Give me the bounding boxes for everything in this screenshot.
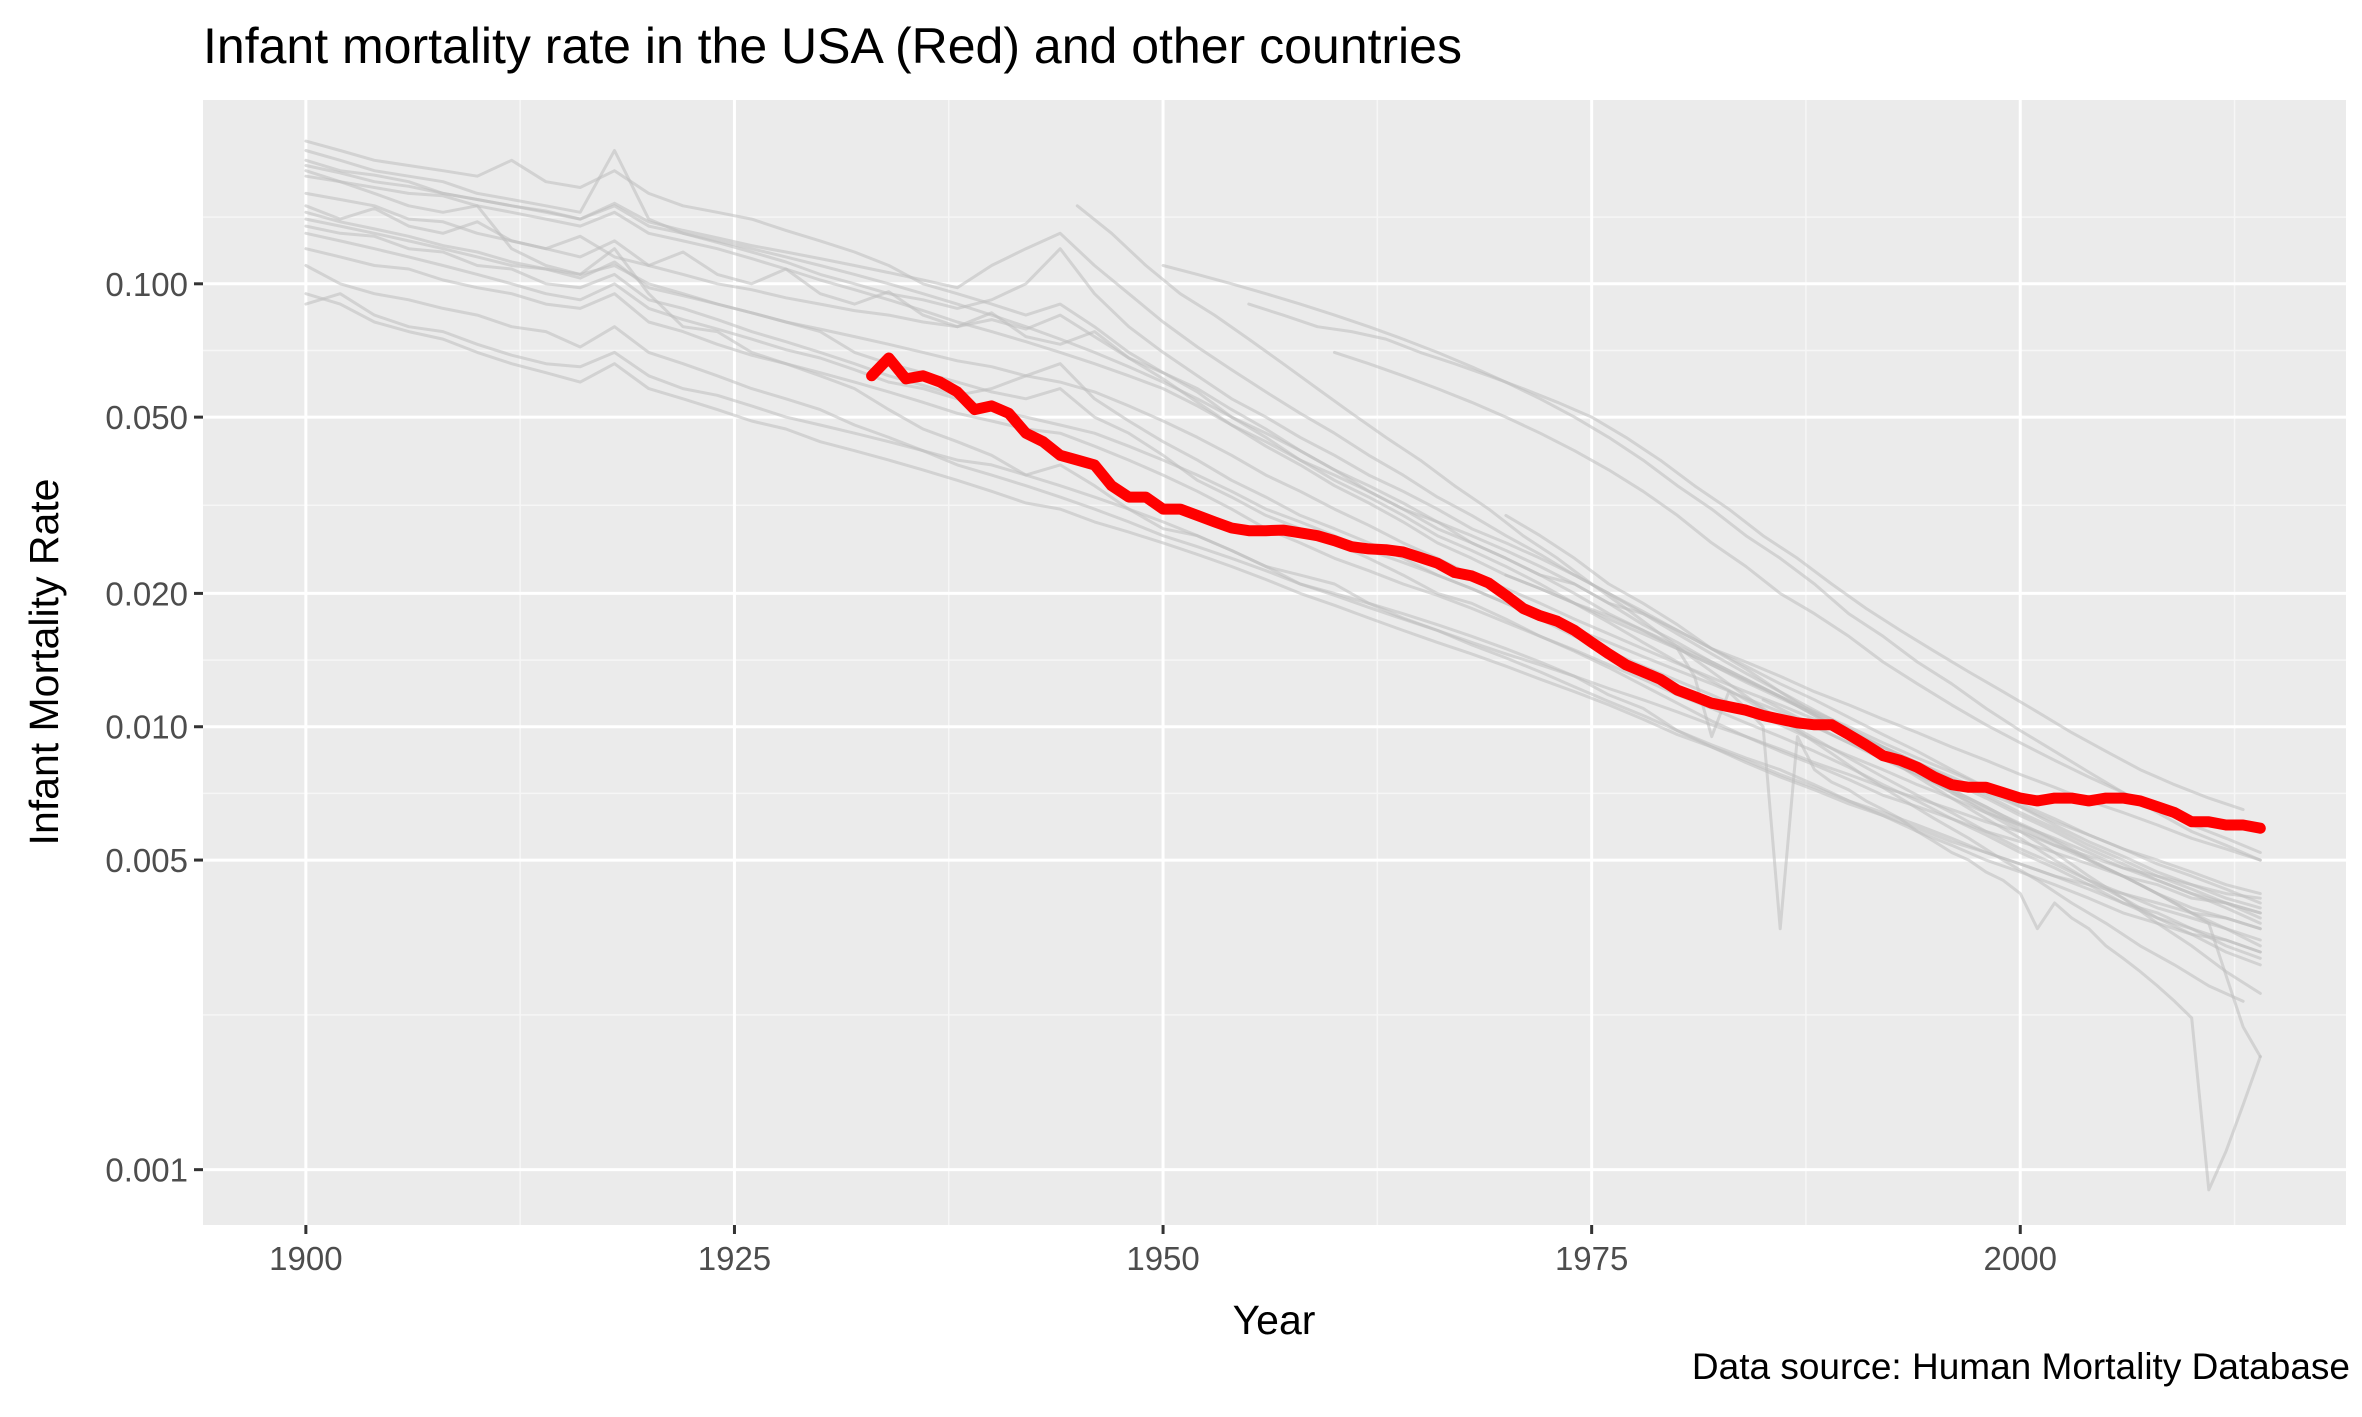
series-line-country xyxy=(1161,264,2262,862)
series-line-country xyxy=(304,292,2262,954)
y-tick-label: 0.010 xyxy=(105,709,188,746)
series-line-country xyxy=(1333,350,2262,854)
series-line-country xyxy=(304,264,2262,900)
series-line-country xyxy=(1675,647,2262,1192)
y-tick-label: 0.050 xyxy=(105,399,188,436)
y-tick-label: 0.001 xyxy=(105,1152,188,1189)
series-line-country xyxy=(304,292,2262,931)
plot-panel xyxy=(203,100,2346,1225)
x-tick-labels: 1900 1925 1950 1975 2000 xyxy=(269,1240,2057,1277)
series-line-country xyxy=(304,158,2262,910)
y-tick-label: 0.020 xyxy=(105,575,188,612)
y-tick-label: 0.005 xyxy=(105,842,188,879)
x-tick-label: 1925 xyxy=(698,1240,771,1277)
series-line-usa xyxy=(866,352,2266,834)
series-line-country xyxy=(304,247,2262,960)
series-line-country xyxy=(1761,698,2262,1059)
x-tick-label: 1975 xyxy=(1555,1240,1628,1277)
chart-title: Infant mortality rate in the USA (Red) a… xyxy=(203,18,1462,74)
y-tick-label: 0.100 xyxy=(105,266,188,303)
x-tick-label: 2000 xyxy=(1984,1240,2057,1277)
series-line-country xyxy=(1247,302,2245,812)
y-tick-labels: 0.001 0.005 0.010 0.020 0.050 0.100 xyxy=(105,266,188,1189)
series-line-country xyxy=(304,204,2262,862)
series-line-country xyxy=(1075,204,2245,1003)
series-layer xyxy=(304,139,2266,1192)
series-line-country xyxy=(304,169,2262,954)
axis-ticks xyxy=(194,282,2022,1234)
x-tick-label: 1950 xyxy=(1126,1240,1199,1277)
series-line-country xyxy=(304,210,2262,896)
series-line-country xyxy=(304,224,2262,915)
x-axis-title: Year xyxy=(1233,1297,1316,1343)
y-axis-title: Infant Mortality Rate xyxy=(21,479,67,846)
series-line-country xyxy=(304,191,2262,905)
chart-caption: Data source: Human Mortality Database xyxy=(1691,1346,2350,1387)
x-tick-label: 1900 xyxy=(269,1240,342,1277)
